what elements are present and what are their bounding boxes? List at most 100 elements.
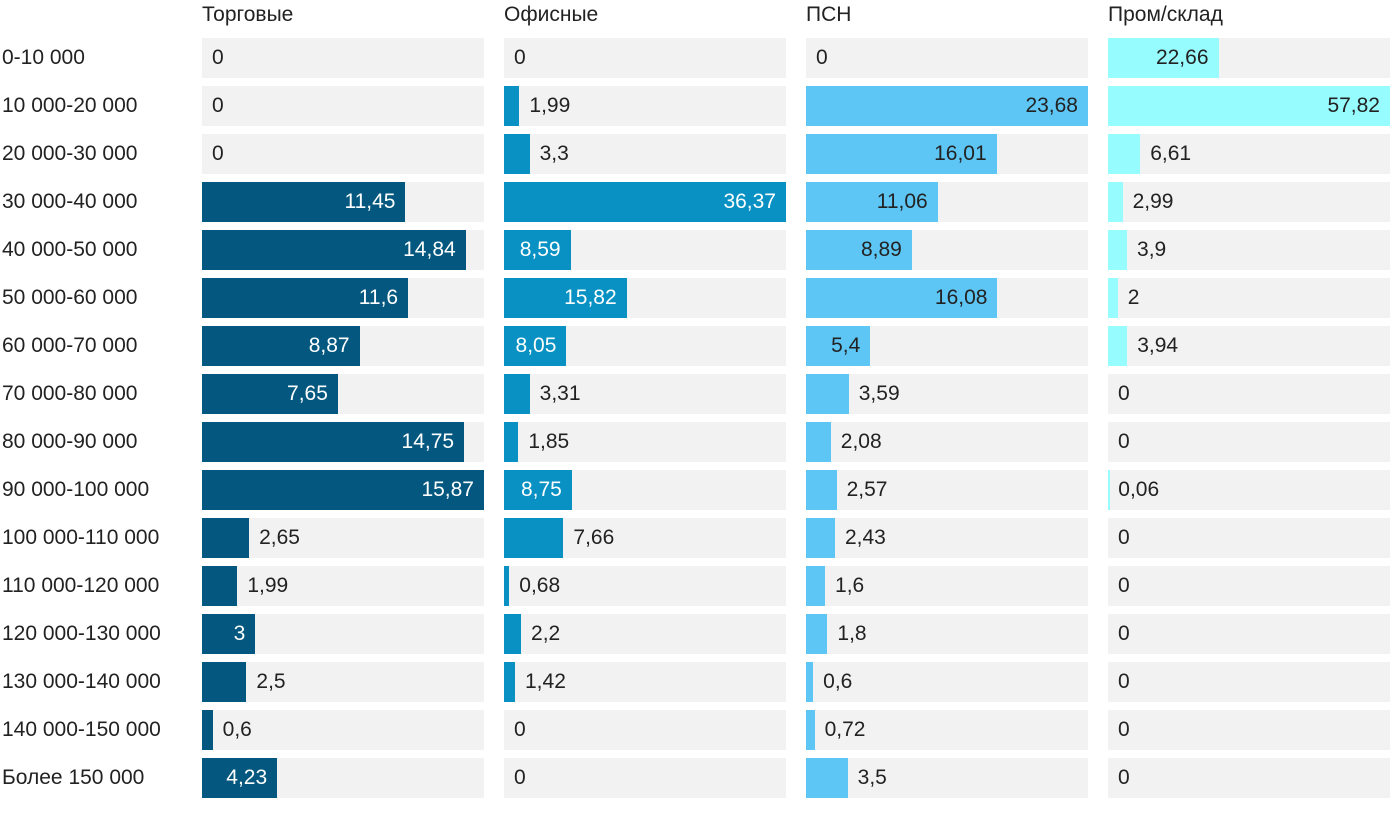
bar-track: 1,99 <box>202 566 484 606</box>
data-label: 3,31 <box>539 382 581 405</box>
data-label: 0 <box>1118 718 1130 741</box>
bar-track: 0 <box>1108 566 1390 606</box>
data-label: 0 <box>514 766 526 789</box>
data-label: 11,06 <box>876 190 928 213</box>
data-label: 2,08 <box>840 430 882 453</box>
bar <box>504 470 572 510</box>
bar <box>806 182 938 222</box>
bar <box>504 182 786 222</box>
bar <box>504 134 530 174</box>
data-label: 6,61 <box>1150 142 1192 165</box>
data-label: 15,87 <box>421 478 474 501</box>
data-label: 0 <box>212 46 224 69</box>
bar-track: 7,65 <box>202 374 484 414</box>
data-label: 3,9 <box>1137 238 1167 261</box>
bar-track: 0,72 <box>806 710 1088 750</box>
bar <box>202 422 465 462</box>
bar-track: 11,45 <box>202 182 484 222</box>
data-label: 0 <box>514 46 526 69</box>
bar-track: 2,43 <box>806 518 1088 558</box>
data-label: 0,6 <box>222 718 252 741</box>
category-label: 10 000-20 000 <box>2 94 138 117</box>
bar <box>202 374 338 414</box>
bar-track: 3,59 <box>806 374 1088 414</box>
bar-track: 15,87 <box>202 470 484 510</box>
bar-track: 5,4 <box>806 326 1088 366</box>
data-label: 0 <box>1118 430 1130 453</box>
data-label: 36,37 <box>723 190 776 213</box>
bar-track: 0 <box>1108 374 1390 414</box>
data-label: 2,5 <box>256 670 286 693</box>
bar <box>504 278 627 318</box>
bar <box>504 518 564 558</box>
bar-track: 8,87 <box>202 326 484 366</box>
data-label: 0,72 <box>824 718 866 741</box>
bar <box>504 422 519 462</box>
category-label: 60 000-70 000 <box>2 334 138 357</box>
bar <box>202 566 238 606</box>
data-label: 23,68 <box>1025 94 1078 117</box>
bar-track: 3,3 <box>504 134 786 174</box>
bar-track: 2,57 <box>806 470 1088 510</box>
bar-track: 2,65 <box>202 518 484 558</box>
bar-track: 8,75 <box>504 470 786 510</box>
category-label: 30 000-40 000 <box>2 190 138 213</box>
bar <box>202 326 360 366</box>
data-label: 14,75 <box>401 430 455 453</box>
category-label: 110 000-120 000 <box>2 574 160 597</box>
data-label: 8,59 <box>519 238 561 261</box>
data-label: 1,6 <box>835 574 865 597</box>
bar-track: 3,9 <box>1108 230 1390 270</box>
bar <box>806 566 826 606</box>
bar <box>806 230 912 270</box>
bar-track: 0 <box>1108 662 1390 702</box>
data-label: 0 <box>1118 526 1130 549</box>
bar <box>806 422 831 462</box>
bar <box>1108 182 1123 222</box>
bar <box>504 230 571 270</box>
bar <box>504 326 567 366</box>
bar <box>504 86 520 126</box>
bar-track: 0,06 <box>1108 470 1390 510</box>
bar-track: 2,5 <box>202 662 484 702</box>
data-label: 2,43 <box>844 526 886 549</box>
data-label: 0 <box>1118 382 1130 405</box>
bar <box>806 326 871 366</box>
bar-track: 0 <box>202 38 484 78</box>
bar-track: 6,61 <box>1108 134 1390 174</box>
data-label: 0 <box>816 46 828 69</box>
data-label: 5,4 <box>831 334 861 357</box>
data-label: 0 <box>1118 670 1130 693</box>
bar <box>1108 470 1110 510</box>
bar-track: 1,99 <box>504 86 786 126</box>
category-label: 50 000-60 000 <box>2 286 138 309</box>
bar <box>806 374 849 414</box>
data-label: 1,42 <box>525 670 566 693</box>
bar-track: 8,89 <box>806 230 1088 270</box>
bar-track: 16,08 <box>806 278 1088 318</box>
bar-track: 0 <box>806 38 1088 78</box>
bar <box>806 278 998 318</box>
data-label: 15,82 <box>564 286 617 309</box>
bar <box>1108 230 1128 270</box>
bar <box>1108 134 1141 174</box>
bar <box>202 470 484 510</box>
bar-track: 0 <box>202 86 484 126</box>
data-label: 57,82 <box>1327 94 1380 117</box>
data-label: 11,45 <box>344 190 396 213</box>
series-title: Торговые <box>202 3 294 26</box>
bar-track: 0 <box>504 38 786 78</box>
bar-track: 8,59 <box>504 230 786 270</box>
data-label: 0 <box>1118 766 1130 789</box>
bar <box>1108 38 1219 78</box>
bar <box>504 614 522 654</box>
bar <box>806 710 815 750</box>
bar <box>202 614 256 654</box>
bar-track: 3 <box>202 614 484 654</box>
data-label: 1,85 <box>528 430 570 453</box>
bar <box>1108 326 1128 366</box>
bar-track: 3,31 <box>504 374 786 414</box>
bar-track: 0 <box>1108 758 1390 798</box>
bar-track: 4,23 <box>202 758 484 798</box>
data-label: 16,08 <box>934 286 988 309</box>
